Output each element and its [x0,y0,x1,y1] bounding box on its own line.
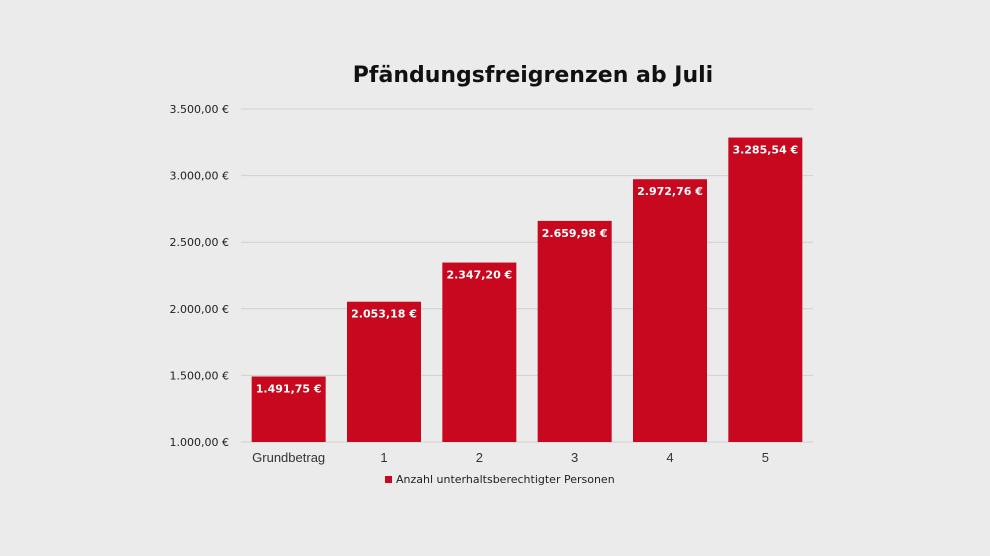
x-tick-label: 5 [762,450,769,465]
x-tick-label: 3 [571,450,578,465]
chart-title: Pfändungsfreigrenzen ab Juli [353,63,713,88]
y-tick-label: 2.500,00 € [170,236,229,249]
x-tick-label: Grundbetrag [252,450,325,465]
x-tick-label: 4 [666,450,673,465]
x-tick-label: 2 [476,450,483,465]
data-label: 2.659,98 € [542,227,608,240]
bar [442,262,517,442]
grid-lines [241,108,813,443]
bar [633,179,707,442]
data-labels: 1.491,75 € 2.053,18 € 2.347,20 € 2.659,98 €… [256,144,798,396]
y-tick-label: 3.000,00 € [170,170,229,183]
y-tick-label: 2.000,00 € [170,303,229,316]
data-label: 1.491,75 € [256,382,322,395]
data-label: 2.053,18 € [351,308,417,321]
bar [537,220,612,442]
y-axis-ticks: 1.000,00 € 1.500,00 € 2.000,00 € 2.500,00 €… [170,103,229,449]
y-tick-label: 1.500,00 € [170,369,229,382]
y-tick-label: 3.500,00 € [170,103,229,116]
bar [728,137,803,442]
bars [251,137,803,442]
data-label: 2.347,20 € [446,269,512,282]
x-axis-ticks: Grundbetrag 1 2 3 4 5 [252,450,769,465]
legend: Anzahl unterhaltsberechtigter Personen [385,473,615,486]
data-label: 2.972,76 € [637,185,703,198]
data-label: 3.285,54 € [732,144,798,157]
legend-label: Anzahl unterhaltsberechtigter Personen [396,473,615,486]
legend-swatch [385,476,392,483]
bar [251,376,326,442]
bar [347,301,421,442]
y-tick-label: 1.000,00 € [170,436,229,449]
x-tick-label: 1 [380,450,387,465]
